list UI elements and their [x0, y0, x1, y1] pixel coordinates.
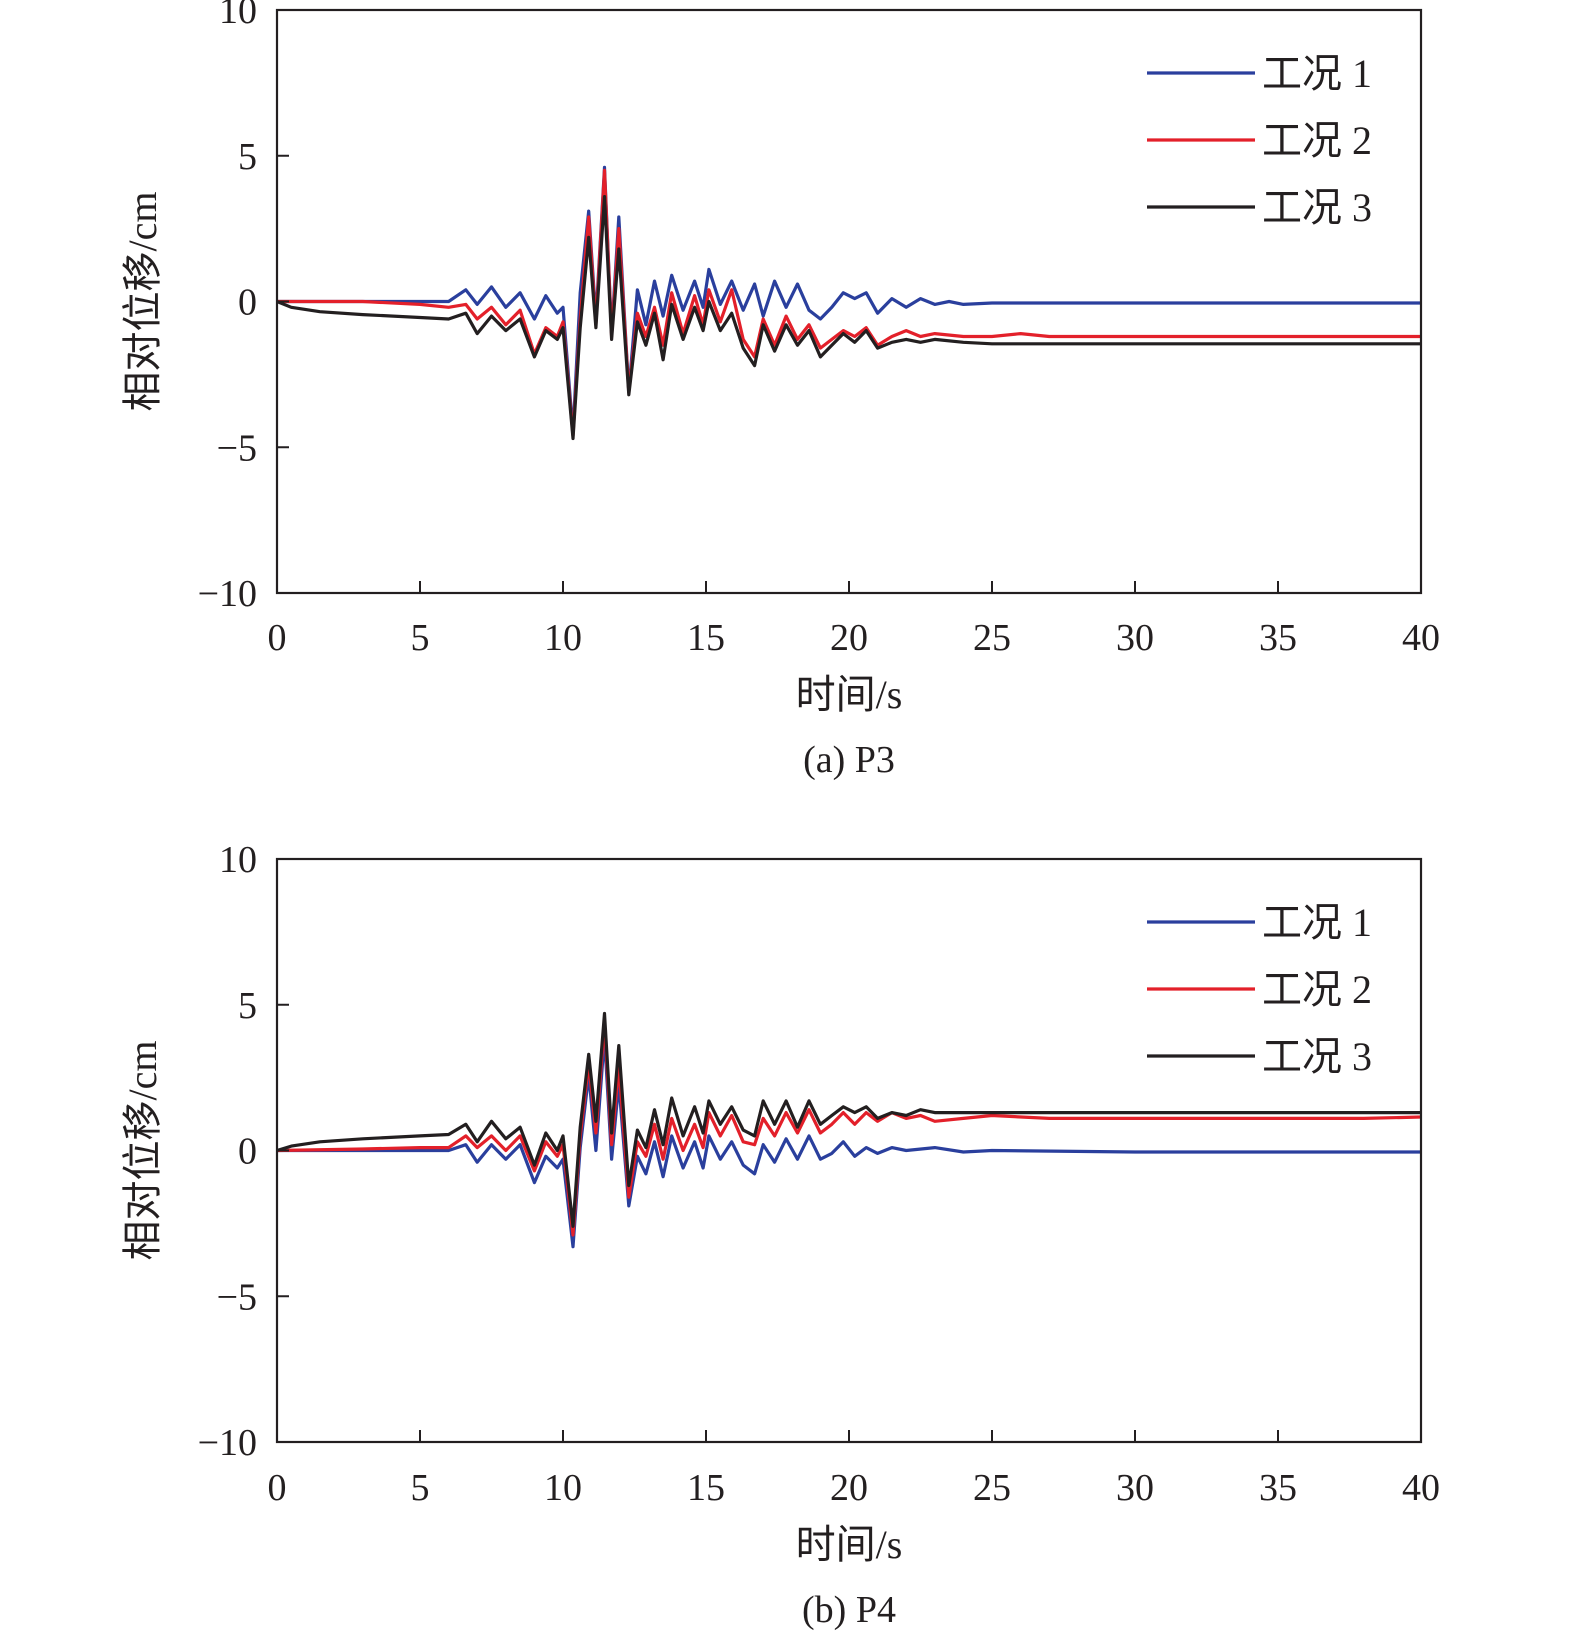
x-tick-label: 30 — [1116, 1467, 1154, 1509]
y-tick-label: 5 — [238, 985, 257, 1027]
y-axis-title: 相对位移/cm — [120, 192, 165, 412]
legend: 工况 1 工况 2 工况 3 — [1147, 51, 1372, 230]
y-tick-label: −10 — [198, 1422, 257, 1464]
x-tick-label: 0 — [268, 1467, 287, 1509]
x-tick-label: 10 — [544, 1467, 582, 1509]
x-tick-label: 40 — [1402, 1467, 1440, 1509]
legend-label: 工况 3 — [1262, 185, 1372, 230]
y-tick-label: 5 — [238, 136, 257, 178]
x-tick-label: 15 — [687, 617, 725, 659]
x-tick-label: 5 — [411, 617, 430, 659]
chart-panel-2: 0 5 10 15 20 25 30 35 40 −10 −5 0 5 10 时间/s 相对位移/cm (b) … — [120, 839, 1440, 1631]
series-line-3 — [276, 195, 1421, 441]
legend-label: 工况 2 — [1262, 118, 1372, 163]
y-tick-label: −10 — [198, 573, 257, 615]
chart-panel-1: 0 5 10 15 20 25 30 35 40 −10 −5 0 5 10 时间/s 相对位移/cm (a) … — [120, 0, 1440, 781]
y-tick-label: −5 — [217, 427, 257, 469]
legend-label: 工况 3 — [1262, 1034, 1372, 1079]
series-line-3 — [276, 1011, 1421, 1228]
legend-label: 工况 1 — [1262, 51, 1372, 96]
y-tick-label: 10 — [219, 839, 257, 881]
legend-label: 工况 1 — [1262, 900, 1372, 945]
series-line-1 — [277, 1035, 1421, 1249]
x-tick-label: 25 — [973, 1467, 1011, 1509]
series-line-2 — [276, 1020, 1422, 1237]
legend: 工况 1 工况 2 工况 3 — [1147, 900, 1372, 1079]
y-tick-label: 0 — [238, 1131, 257, 1173]
x-axis-title: 时间/s — [796, 672, 903, 717]
x-tick-label: 20 — [830, 1467, 868, 1509]
x-tick-label: 40 — [1402, 617, 1440, 659]
x-tick-label: 10 — [544, 617, 582, 659]
legend-label: 工况 2 — [1262, 967, 1372, 1012]
panel-caption: (b) P4 — [802, 1589, 896, 1631]
x-tick-label: 5 — [411, 1467, 430, 1509]
y-tick-label: 10 — [219, 0, 257, 32]
x-tick-label: 0 — [268, 617, 287, 659]
x-tick-label: 25 — [973, 617, 1011, 659]
panel-caption: (a) P3 — [803, 739, 895, 781]
x-axis-title: 时间/s — [796, 1522, 903, 1567]
series-line-1 — [277, 165, 1421, 435]
x-tick-label: 15 — [687, 1467, 725, 1509]
y-axis-title: 相对位移/cm — [120, 1041, 165, 1261]
x-tick-label: 20 — [830, 617, 868, 659]
x-tick-label: 35 — [1259, 617, 1297, 659]
x-tick-label: 35 — [1259, 1467, 1297, 1509]
y-tick-label: −5 — [217, 1276, 257, 1318]
y-tick-label: 0 — [238, 282, 257, 324]
x-tick-label: 30 — [1116, 617, 1154, 659]
